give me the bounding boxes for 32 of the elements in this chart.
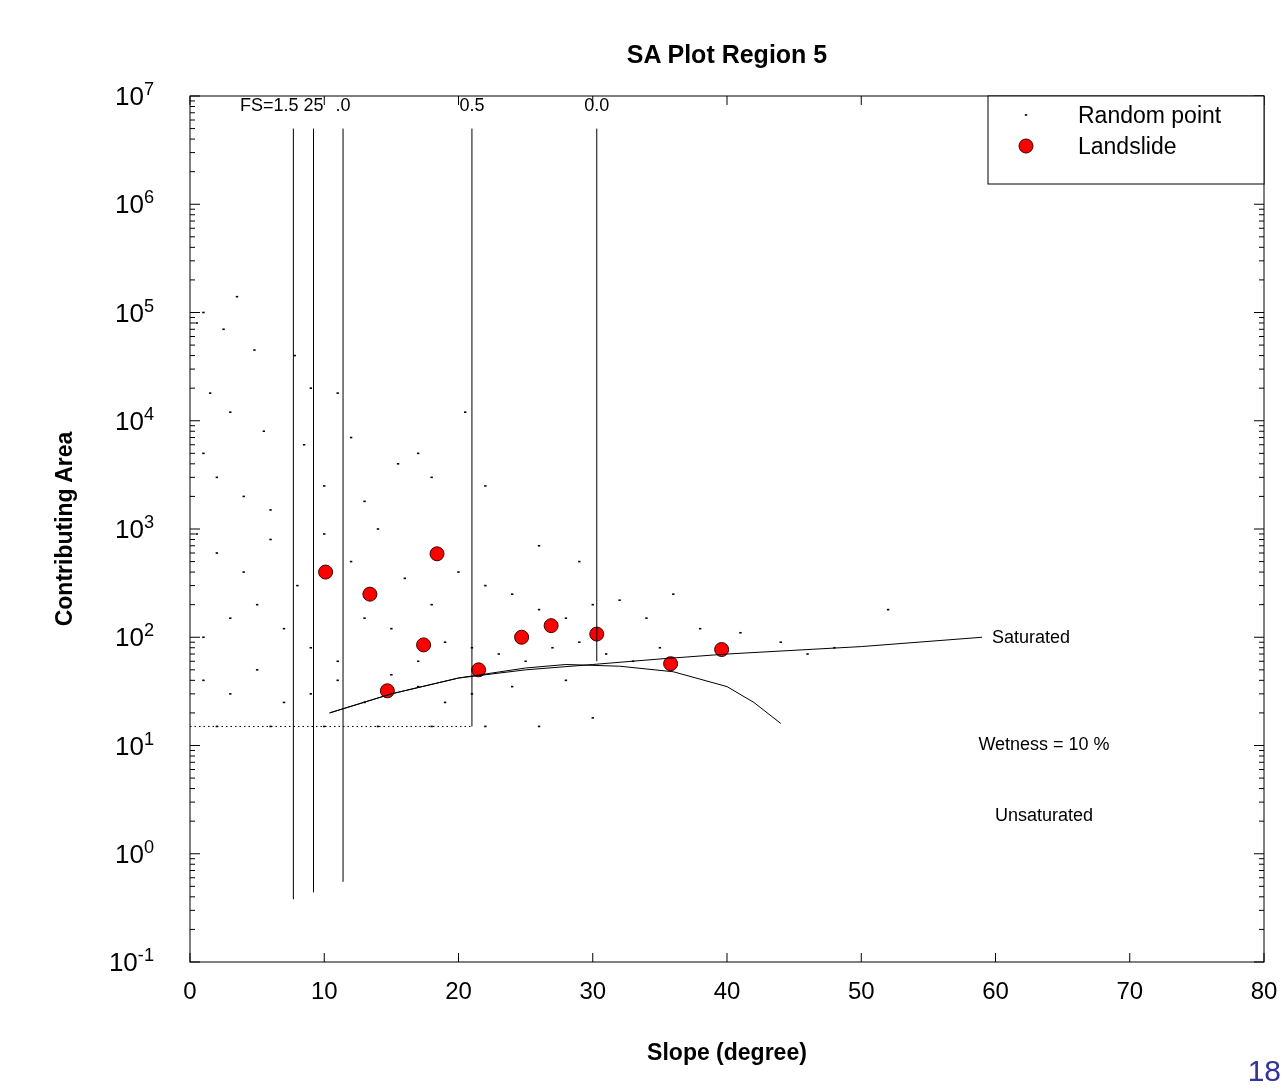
x-tick-label: 30 xyxy=(579,977,607,1004)
legend-label: Landslide xyxy=(1078,133,1177,159)
text: 18 xyxy=(1247,1054,1281,1087)
legend-label: .0 xyxy=(335,94,351,115)
x-tick-label: 60 xyxy=(982,977,1009,1004)
y-tick-label: 10$^{3}$ xyxy=(114,512,154,544)
x-tick-label: 40 xyxy=(713,977,741,1004)
x-axis-title: Slope (degree) xyxy=(647,1039,807,1065)
x-tick-label: 10 xyxy=(310,977,338,1004)
y-tick-label: 10$^{5}$ xyxy=(114,295,154,328)
legend-label: FS=1.5 xyxy=(239,94,299,115)
y-tick-label: 10$^{6}$ xyxy=(114,187,154,220)
legend-label: Random point xyxy=(1078,102,1222,128)
x-tick-label: 50 xyxy=(847,977,875,1004)
y-tick-label: 10$^{1}$ xyxy=(114,728,154,761)
y-tick-label: 10$^{7}$ xyxy=(114,79,154,111)
series-label: Saturated xyxy=(992,627,1071,648)
y-tick-label: 10$^{0}$ xyxy=(114,836,154,869)
y-tick-label: 10$^{-1}$ xyxy=(108,945,154,977)
x-tick-label: 80 xyxy=(1250,977,1278,1004)
y-tick-label: 10$^{2}$ xyxy=(114,620,154,653)
annotation: Wetness = 10 % xyxy=(978,734,1110,755)
x-tick-label: 70 xyxy=(1116,977,1144,1004)
x-tick-label: 20 xyxy=(445,977,472,1004)
annotation: Unsaturated xyxy=(994,805,1094,826)
series-label: 0.0 xyxy=(584,94,610,115)
x-tick-label: 0 xyxy=(183,977,197,1004)
y-axis-title: Contributing Area xyxy=(51,431,77,627)
series-label: 25 xyxy=(303,94,324,115)
y-tick-label: 10$^{4}$ xyxy=(114,403,154,436)
chart-title: SA Plot Region 5 xyxy=(626,40,828,68)
legend-label: 0.5 xyxy=(459,94,485,115)
